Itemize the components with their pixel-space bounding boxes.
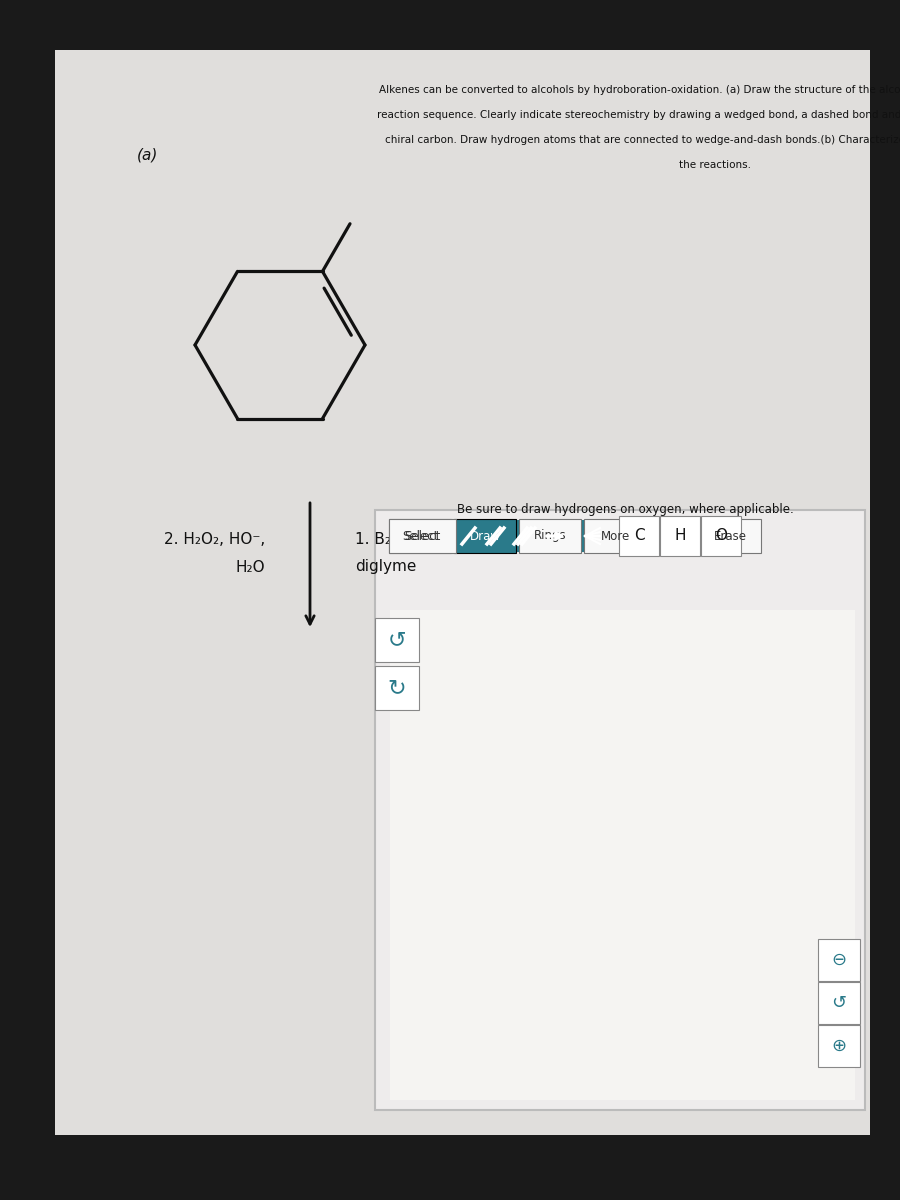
FancyBboxPatch shape xyxy=(389,518,456,553)
Text: C: C xyxy=(634,528,644,544)
Text: Alkenes can be converted to alcohols by hydroboration-oxidation. (a) Draw the st: Alkenes can be converted to alcohols by … xyxy=(379,85,900,95)
FancyBboxPatch shape xyxy=(701,516,741,556)
FancyBboxPatch shape xyxy=(375,666,419,710)
Text: ↻: ↻ xyxy=(388,678,406,698)
FancyBboxPatch shape xyxy=(818,982,860,1024)
Text: 2. H₂O₂, HO⁻,: 2. H₂O₂, HO⁻, xyxy=(164,533,265,547)
Text: O: O xyxy=(715,528,727,544)
Text: (a): (a) xyxy=(138,148,158,162)
FancyBboxPatch shape xyxy=(390,610,855,1100)
FancyBboxPatch shape xyxy=(660,516,700,556)
Text: Rings: Rings xyxy=(534,529,566,542)
Text: chiral carbon. Draw hydrogen atoms that are connected to wedge-and-dash bonds.(b: chiral carbon. Draw hydrogen atoms that … xyxy=(385,134,900,145)
FancyBboxPatch shape xyxy=(818,938,860,982)
FancyBboxPatch shape xyxy=(375,510,865,1110)
FancyBboxPatch shape xyxy=(584,518,646,553)
Text: Draw: Draw xyxy=(470,529,500,542)
Text: More: More xyxy=(600,529,630,542)
Text: 1. B₂H₆,: 1. B₂H₆, xyxy=(355,533,413,547)
Text: H: H xyxy=(674,528,686,544)
Text: Erase: Erase xyxy=(714,529,746,542)
FancyBboxPatch shape xyxy=(389,518,451,553)
Text: diglyme: diglyme xyxy=(355,559,417,575)
Text: ↺: ↺ xyxy=(832,994,847,1012)
Text: Select: Select xyxy=(401,529,438,542)
Text: the reactions.: the reactions. xyxy=(679,160,751,170)
FancyBboxPatch shape xyxy=(619,516,659,556)
Text: ↺: ↺ xyxy=(388,630,406,650)
Text: ⊕: ⊕ xyxy=(832,1037,847,1055)
Text: H₂O: H₂O xyxy=(236,559,265,575)
FancyBboxPatch shape xyxy=(519,518,581,553)
FancyBboxPatch shape xyxy=(699,518,761,553)
FancyBboxPatch shape xyxy=(454,518,516,553)
Text: Select: Select xyxy=(404,529,440,542)
Text: Be sure to draw hydrogens on oxygen, where applicable.: Be sure to draw hydrogens on oxygen, whe… xyxy=(456,504,794,516)
Text: ⊖: ⊖ xyxy=(832,950,847,970)
Bar xyxy=(455,520,720,552)
Text: reaction sequence. Clearly indicate stereochemistry by drawing a wedged bond, a : reaction sequence. Clearly indicate ster… xyxy=(377,110,900,120)
FancyBboxPatch shape xyxy=(818,1025,860,1067)
FancyBboxPatch shape xyxy=(375,618,419,662)
